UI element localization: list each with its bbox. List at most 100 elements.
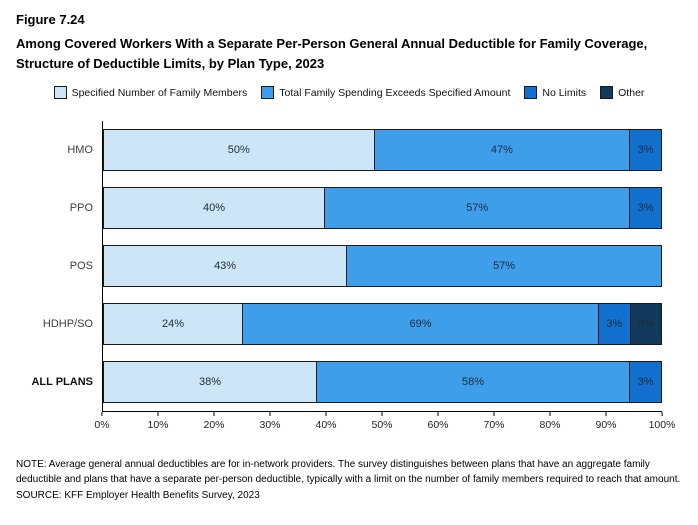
x-axis-tick-mark bbox=[661, 412, 663, 417]
x-axis-tick-mark bbox=[605, 412, 607, 417]
x-axis: 0% 10% 20% 30% 40% 50% 60% 70% 80% 90% 100% bbox=[94, 412, 675, 436]
legend-swatch bbox=[53, 86, 67, 100]
legend-label: No Limits bbox=[542, 86, 587, 99]
legend-swatch bbox=[524, 86, 538, 100]
bar-segment: 40% bbox=[103, 187, 326, 230]
bar-segment: 57% bbox=[346, 245, 662, 288]
legend-item: No Limits bbox=[524, 86, 587, 100]
footnotes: NOTE: Average general annual deductibles… bbox=[16, 458, 682, 501]
x-axis-tick-label: 100% bbox=[648, 419, 676, 432]
x-axis-tick-mark bbox=[381, 412, 383, 417]
bar-segment-label: 3% bbox=[637, 144, 654, 157]
bar-segment-label: 3% bbox=[637, 318, 654, 331]
x-axis-tick-mark bbox=[493, 412, 495, 417]
x-axis-tick-label: 40% bbox=[315, 419, 337, 432]
figure-label: Figure 7.24 bbox=[16, 12, 85, 27]
x-axis-tick-mark bbox=[325, 412, 327, 417]
legend-label: Specified Number of Family Members bbox=[71, 86, 248, 99]
bar-segment: 3% bbox=[629, 303, 662, 346]
x-axis-tick-mark bbox=[549, 412, 551, 417]
stacked-bar: 24% 69% 3% 3% bbox=[103, 303, 662, 346]
stacked-bar: 43% 57% bbox=[103, 245, 662, 288]
bar-segment: 3% bbox=[629, 187, 662, 230]
plot-area: 50% 47% 3% 40% 57% 3% 43% 57% 24% 69% 3% 3% 38% 58% 3%… bbox=[94, 121, 675, 436]
bar-row: 43% 57% bbox=[103, 237, 662, 295]
bar-segment-label: 38% bbox=[199, 376, 222, 389]
x-axis-tick: 70% bbox=[483, 412, 505, 432]
x-axis-tick-label: 30% bbox=[259, 419, 281, 432]
stacked-bar: 38% 58% 3% bbox=[103, 361, 662, 404]
x-axis-tick-label: 70% bbox=[483, 419, 505, 432]
bar-segment-label: 57% bbox=[493, 260, 516, 273]
chart: HMO PPO POS HDHP/SO ALL PLANS 50% 47% 3% 40% 57%… bbox=[16, 121, 682, 436]
bar-segment: 47% bbox=[373, 129, 631, 172]
bar-segment: 3% bbox=[629, 129, 662, 172]
x-axis-tick: 0% bbox=[94, 412, 110, 432]
x-axis-tick-mark bbox=[437, 412, 439, 417]
x-axis-tick: 80% bbox=[539, 412, 561, 432]
y-axis-label: PPO bbox=[69, 202, 93, 215]
bar-segment-label: 24% bbox=[161, 318, 184, 331]
bar-segment-label: 3% bbox=[637, 202, 654, 215]
x-axis-tick-label: 10% bbox=[147, 419, 169, 432]
bar-segment-label: 43% bbox=[214, 260, 237, 273]
x-axis-tick-label: 60% bbox=[427, 419, 449, 432]
bar-segment-label: 3% bbox=[637, 376, 654, 389]
bar-row: 38% 58% 3% bbox=[103, 353, 662, 411]
bar-segment-label: 40% bbox=[203, 202, 226, 215]
bar-segment: 38% bbox=[103, 361, 318, 404]
y-axis-labels: HMO PPO POS HDHP/SO ALL PLANS bbox=[16, 121, 102, 436]
bar-segment-label: 57% bbox=[466, 202, 489, 215]
legend-item: Other bbox=[600, 86, 645, 100]
bar-segment: 50% bbox=[103, 129, 375, 172]
note-text: NOTE: Average general annual deductibles… bbox=[16, 459, 681, 485]
x-axis-tick-label: 90% bbox=[595, 419, 617, 432]
bar-segment: 3% bbox=[629, 361, 662, 404]
bar-segment: 69% bbox=[241, 303, 600, 346]
bar-row: 40% 57% 3% bbox=[103, 179, 662, 237]
stacked-bar: 50% 47% 3% bbox=[103, 129, 662, 172]
x-axis-tick: 20% bbox=[203, 412, 225, 432]
bar-segment: 43% bbox=[103, 245, 348, 288]
y-axis-label: HMO bbox=[67, 144, 93, 157]
x-axis-tick: 10% bbox=[147, 412, 169, 432]
x-axis-tick: 60% bbox=[427, 412, 449, 432]
bar-segment: 58% bbox=[316, 361, 631, 404]
bar-segment-label: 69% bbox=[409, 318, 432, 331]
x-axis-tick-label: 20% bbox=[203, 419, 225, 432]
bar-row: 24% 69% 3% 3% bbox=[103, 295, 662, 353]
x-axis-tick-mark bbox=[213, 412, 215, 417]
stacked-bar: 40% 57% 3% bbox=[103, 187, 662, 230]
y-axis-label: HDHP/SO bbox=[42, 318, 93, 331]
bar-segment: 3% bbox=[598, 303, 631, 346]
x-axis-tick-mark bbox=[101, 412, 103, 417]
x-axis-tick: 100% bbox=[648, 412, 676, 432]
legend-swatch bbox=[600, 86, 614, 100]
bar-segment: 24% bbox=[103, 303, 243, 346]
y-axis-label: POS bbox=[69, 260, 93, 273]
bar-segment-label: 3% bbox=[606, 318, 623, 331]
x-axis-tick: 40% bbox=[315, 412, 337, 432]
x-axis-tick-mark bbox=[269, 412, 271, 417]
legend-label: Other bbox=[618, 86, 645, 99]
bar-row: 50% 47% 3% bbox=[103, 121, 662, 179]
bar-segment: 57% bbox=[324, 187, 631, 230]
x-axis-tick-mark bbox=[157, 412, 159, 417]
y-axis-label: ALL PLANS bbox=[31, 376, 93, 389]
plot-rows: 50% 47% 3% 40% 57% 3% 43% 57% 24% 69% 3% 3% 38% 58% 3% bbox=[102, 121, 662, 413]
x-axis-tick: 50% bbox=[371, 412, 393, 432]
bar-segment-label: 58% bbox=[462, 376, 485, 389]
x-axis-tick: 90% bbox=[595, 412, 617, 432]
chart-title: Among Covered Workers With a Separate Pe… bbox=[16, 36, 648, 72]
legend-item: Total Family Spending Exceeds Specified … bbox=[261, 86, 511, 100]
legend-label: Total Family Spending Exceeds Specified … bbox=[279, 86, 511, 99]
legend-swatch bbox=[261, 86, 275, 100]
x-axis-tick: 30% bbox=[259, 412, 281, 432]
bar-segment-label: 47% bbox=[490, 144, 513, 157]
x-axis-tick-label: 80% bbox=[539, 419, 561, 432]
source-text: SOURCE: KFF Employer Health Benefits Sur… bbox=[16, 490, 260, 502]
x-axis-tick-label: 0% bbox=[94, 419, 110, 432]
bar-segment-label: 50% bbox=[227, 144, 250, 157]
x-axis-tick-label: 50% bbox=[371, 419, 393, 432]
